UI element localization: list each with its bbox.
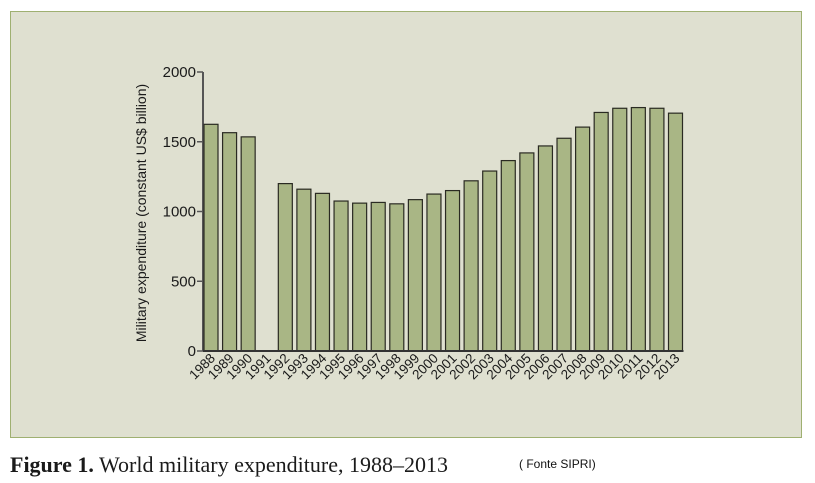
bar-1995: [333, 200, 349, 352]
y-tick-label: 500: [171, 273, 196, 290]
bar-2003: [482, 170, 498, 352]
source-note: ( Fonte SIPRI): [519, 457, 596, 471]
y-tick-label: 0: [188, 343, 196, 360]
figure-title: World military expenditure, 1988–2013: [93, 452, 448, 477]
y-tick-label: 1500: [163, 134, 196, 151]
bar-2001: [444, 189, 461, 352]
bar-1988: [203, 123, 219, 352]
bar-2011: [630, 106, 646, 352]
y-axis: 0 500 1000 1500 2000: [163, 64, 204, 360]
figure-label: Figure 1.: [10, 452, 94, 477]
bars: [203, 106, 684, 352]
y-axis-label: Military expenditure (constant US$ billi…: [133, 84, 149, 342]
bar-2008: [574, 126, 591, 352]
x-axis: 1988198919901991199219931994199519961997…: [186, 350, 684, 382]
bar-1993: [296, 188, 312, 352]
bar-1999: [407, 199, 423, 352]
bar-1997: [370, 201, 386, 352]
bar-1989: [221, 132, 238, 352]
chart-panel: 0 500 1000 1500 2000 1988 1989 1990 1991 1992 199…: [10, 11, 802, 438]
bar-2004: [500, 159, 516, 352]
bar-2007: [556, 137, 572, 352]
bar-1992: [277, 183, 293, 352]
bar-2006: [537, 145, 554, 352]
y-tick-label: 1000: [163, 204, 196, 221]
bar-2002: [463, 180, 479, 352]
bar-1998: [389, 203, 405, 352]
y-tick-label: 2000: [163, 64, 196, 81]
bar-1990: [240, 136, 256, 352]
bar-2010: [612, 107, 628, 352]
bar-2012: [649, 107, 665, 352]
bar-2013: [667, 112, 684, 352]
bar-2000: [426, 193, 442, 352]
bar-1996: [352, 202, 368, 352]
bar-2009: [593, 111, 609, 352]
figure-caption: Figure 1. World military expenditure, 19…: [10, 452, 448, 478]
bar-1994: [314, 192, 331, 352]
bar-chart: 0 500 1000 1500 2000 19881989199019911992199…: [133, 64, 684, 382]
bar-2005: [519, 152, 535, 352]
